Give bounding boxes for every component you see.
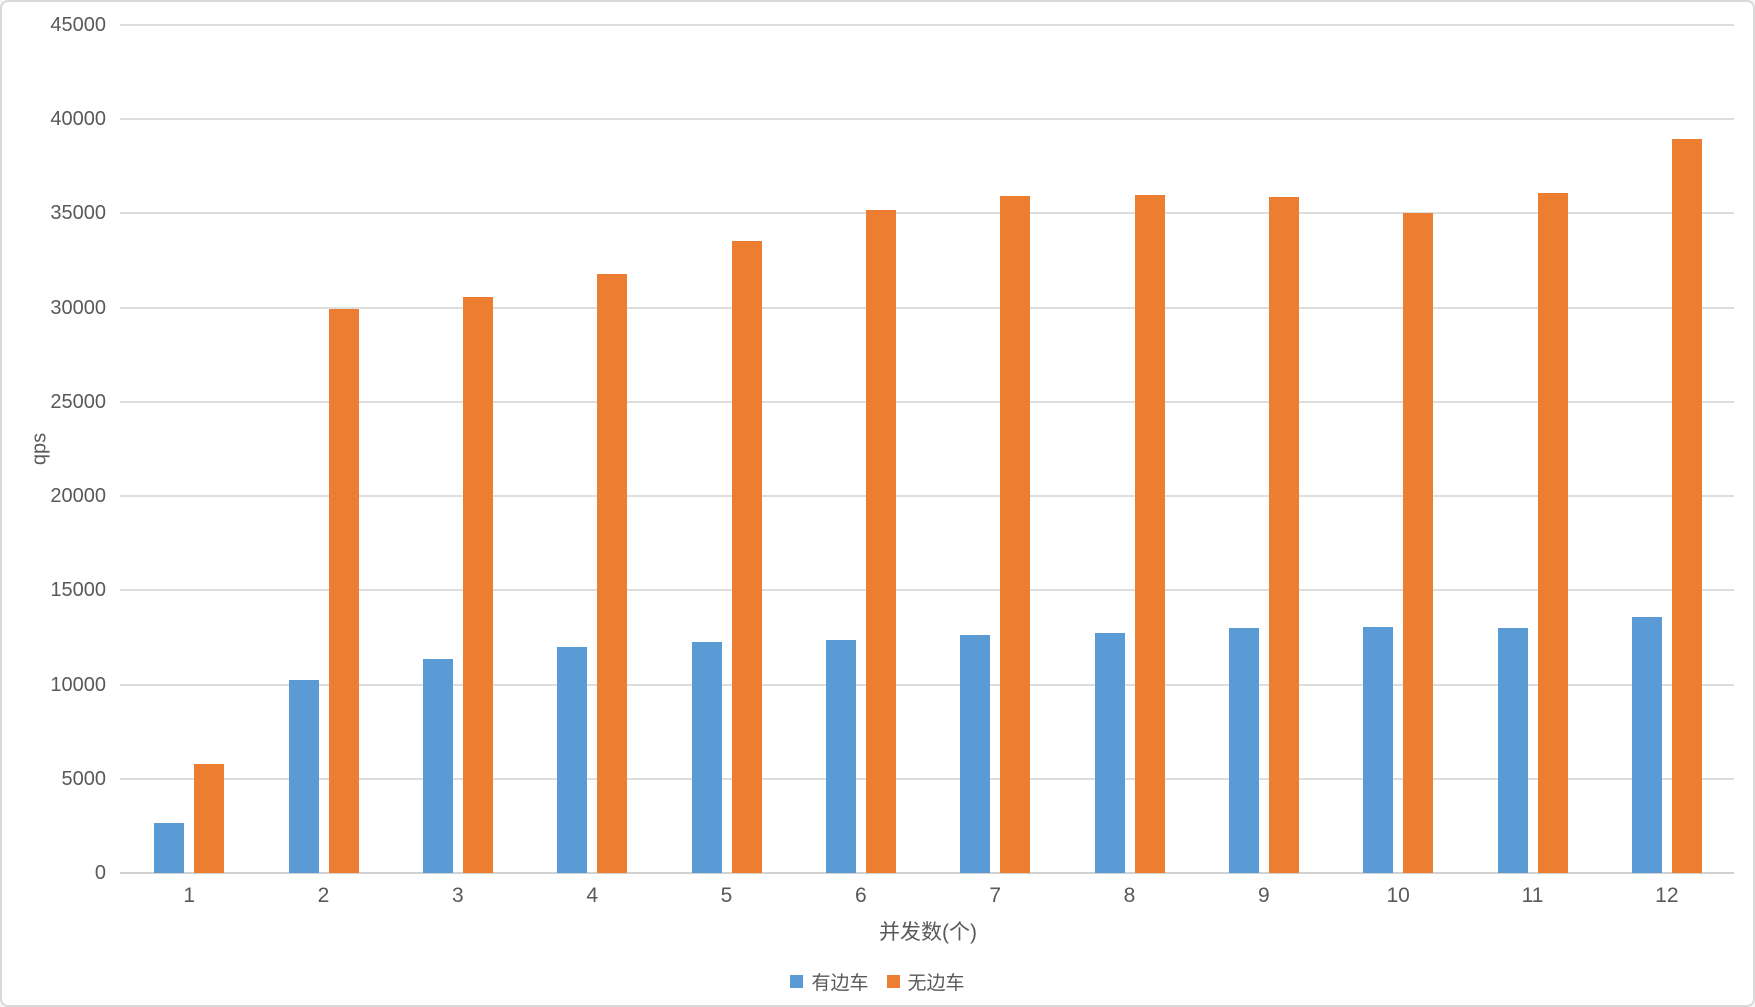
gridline-45000 <box>120 24 1734 26</box>
x-tick-label-2: 2 <box>317 884 330 907</box>
bar-with-sidecar-5 <box>691 642 722 873</box>
gridline-30000 <box>120 306 1734 309</box>
bar-with-sidecar-1 <box>154 823 185 873</box>
bar-without-sidecar-9 <box>1268 197 1299 873</box>
y-tick-label-25000: 25000 <box>50 390 106 413</box>
bar-without-sidecar-4 <box>597 273 628 873</box>
x-tick-label-6: 6 <box>854 884 867 907</box>
bar-with-sidecar-4 <box>557 646 588 873</box>
bar-with-sidecar-3 <box>422 659 453 873</box>
x-tick-label-10: 10 <box>1386 884 1410 907</box>
bar-without-sidecar-6 <box>865 209 896 873</box>
x-tick-label-11: 11 <box>1521 884 1544 907</box>
y-tick-label-5000: 5000 <box>61 767 107 790</box>
gridline-40000 <box>120 118 1734 121</box>
y-tick-label-10000: 10000 <box>50 673 106 696</box>
y-tick-label-0: 0 <box>94 862 106 884</box>
legend-swatch-with-sidecar <box>790 975 804 988</box>
legend: 有边车 无边车 <box>2 968 1753 995</box>
legend-label-with-sidecar: 有边车 <box>811 973 869 994</box>
y-tick-label-35000: 35000 <box>50 202 106 225</box>
bar-without-sidecar-12 <box>1671 139 1702 873</box>
gridline-15000 <box>120 589 1734 592</box>
bar-without-sidecar-5 <box>731 240 762 873</box>
y-axis-title: qps <box>28 432 51 466</box>
bar-with-sidecar-7 <box>960 634 991 873</box>
bar-with-sidecar-11 <box>1497 628 1528 873</box>
x-axis-title: 并发数(个) <box>879 921 977 944</box>
bar-without-sidecar-11 <box>1537 192 1568 873</box>
x-tick-label-12: 12 <box>1655 884 1679 907</box>
y-tick-label-15000: 15000 <box>50 579 106 602</box>
gridline-5000 <box>120 777 1734 780</box>
x-tick-label-3: 3 <box>451 884 464 907</box>
bar-with-sidecar-10 <box>1363 627 1394 873</box>
x-tick-label-9: 9 <box>1257 884 1270 907</box>
bar-without-sidecar-7 <box>1000 196 1031 873</box>
y-tick-label-45000: 45000 <box>50 14 106 36</box>
bar-with-sidecar-8 <box>1094 632 1125 873</box>
y-tick-label-20000: 20000 <box>50 485 106 508</box>
bar-without-sidecar-10 <box>1403 213 1434 873</box>
x-tick-label-8: 8 <box>1123 884 1136 907</box>
gridline-10000 <box>120 683 1734 686</box>
gridline-0 <box>120 872 1734 874</box>
legend-item-without-sidecar: 无边车 <box>886 968 965 995</box>
y-tick-label-40000: 40000 <box>50 108 106 131</box>
bar-without-sidecar-2 <box>328 308 359 873</box>
bar-without-sidecar-8 <box>1134 194 1165 873</box>
gridline-25000 <box>120 400 1734 403</box>
legend-label-without-sidecar: 无边车 <box>907 973 965 994</box>
bar-with-sidecar-9 <box>1228 628 1259 873</box>
bar-with-sidecar-12 <box>1631 616 1662 873</box>
y-tick-label-30000: 30000 <box>50 296 106 319</box>
x-tick-label-7: 7 <box>989 884 1001 907</box>
bar-with-sidecar-6 <box>825 640 856 873</box>
bar-with-sidecar-2 <box>288 679 319 873</box>
bar-without-sidecar-3 <box>462 297 493 873</box>
bar-without-sidecar-1 <box>194 763 225 873</box>
x-tick-label-4: 4 <box>586 884 598 907</box>
gridline-35000 <box>120 212 1734 215</box>
x-tick-label-1: 1 <box>183 884 195 907</box>
legend-item-with-sidecar: 有边车 <box>790 968 869 995</box>
legend-swatch-without-sidecar <box>886 975 900 988</box>
x-tick-label-5: 5 <box>720 884 733 907</box>
gridline-20000 <box>120 495 1734 498</box>
